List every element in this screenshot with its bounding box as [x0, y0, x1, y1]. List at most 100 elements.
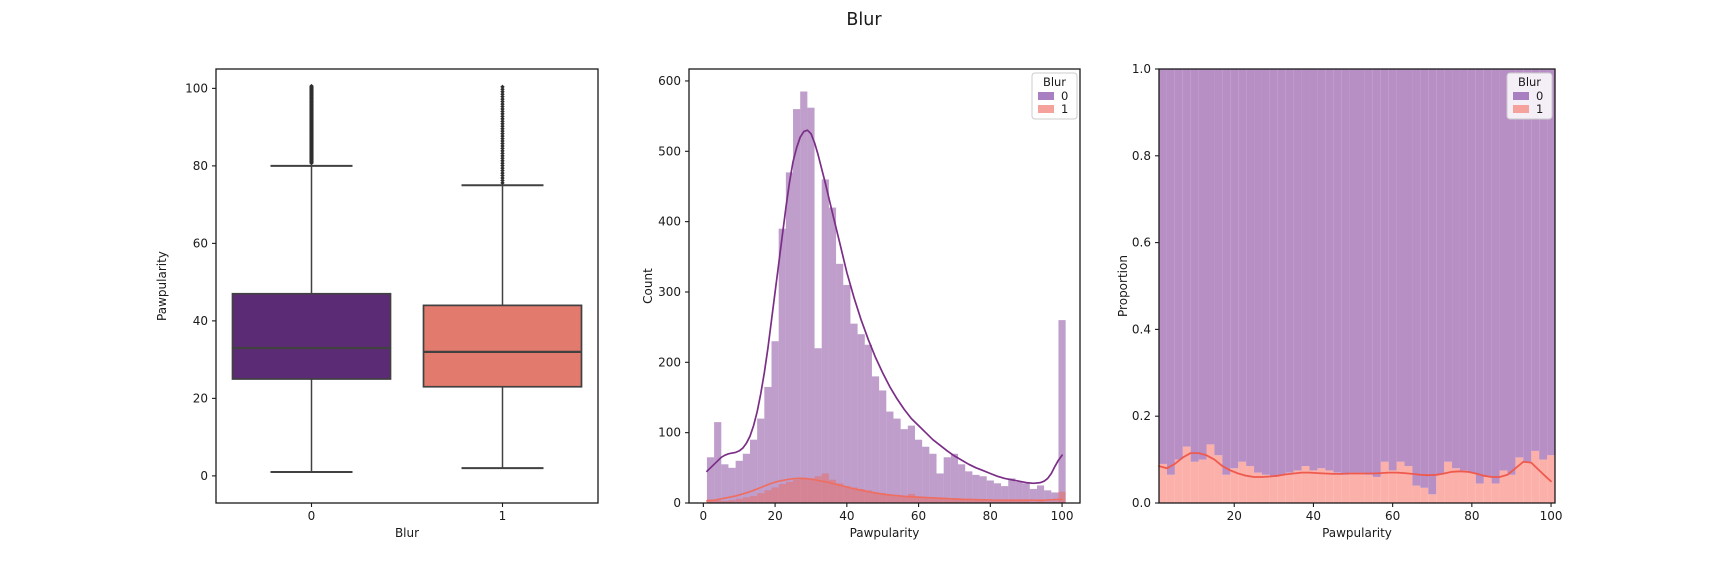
prop-bar-blur0 — [1214, 69, 1223, 456]
prop-bar-blur0 — [1159, 69, 1167, 464]
prop-bar-blur1 — [1396, 461, 1405, 503]
x-tick-label: 1 — [499, 509, 507, 523]
outlier-point — [500, 101, 505, 107]
legend-swatch-0 — [1038, 92, 1054, 100]
hist-bar — [1001, 486, 1009, 503]
prop-bar-blur0 — [1459, 69, 1468, 471]
x-tick-label: 80 — [1464, 509, 1479, 523]
x-axis-label: Blur — [395, 526, 419, 540]
hist-bar — [979, 499, 987, 503]
prop-bar-blur1 — [1246, 466, 1255, 503]
prop-bar-blur1 — [1483, 476, 1492, 503]
x-tick-label: 40 — [1306, 509, 1321, 523]
hist-bar — [958, 499, 966, 503]
x-tick-label: 60 — [1385, 509, 1400, 523]
y-axis-label: Count — [641, 268, 655, 304]
hist-bar — [1015, 481, 1023, 503]
outlier-point — [500, 116, 505, 122]
outlier-point — [500, 143, 505, 149]
prop-bar-blur0 — [1325, 69, 1334, 471]
prop-bar-blur1 — [1452, 468, 1460, 503]
hist-bar — [1051, 492, 1059, 503]
hist-bar — [714, 500, 722, 503]
box-group-1 — [422, 84, 583, 470]
histogram-kde-spines — [688, 68, 1081, 504]
hist-bar — [950, 498, 959, 503]
boxplot-spines — [215, 68, 599, 504]
hist-bar — [706, 457, 715, 503]
prop-bar-blur1 — [1357, 472, 1365, 503]
hist-bar — [814, 348, 822, 503]
x-tick-label: 40 — [839, 509, 854, 523]
hist-bar — [749, 439, 758, 503]
y-tick-label: 0.0 — [1132, 496, 1151, 510]
y-tick-label: 0 — [673, 496, 681, 510]
outlier-point — [500, 158, 505, 163]
outlier-point — [500, 141, 505, 146]
prop-bar-blur0 — [1293, 69, 1302, 471]
hist-bar — [943, 498, 951, 503]
prop-bar-blur1 — [1523, 461, 1532, 503]
outlier-point — [500, 173, 505, 178]
y-tick-label: 0.8 — [1132, 149, 1151, 163]
prop-bar-blur0 — [1547, 69, 1555, 456]
y-tick-label: 0.4 — [1132, 322, 1151, 336]
legend-entry-label: 0 — [1536, 89, 1543, 103]
prop-bar-blur0 — [1539, 69, 1548, 460]
x-tick-label: 0 — [700, 509, 708, 523]
prop-bar-blur1 — [1404, 466, 1413, 503]
y-tick-label: 100 — [658, 426, 681, 440]
hist-bar — [757, 493, 765, 503]
hist-bar — [886, 494, 894, 503]
hist-bar — [807, 107, 815, 503]
hist-bar — [922, 497, 930, 503]
prop-bar-blur1 — [1459, 470, 1468, 503]
prop-bar-blur1 — [1539, 459, 1548, 503]
hist-bar — [907, 493, 915, 503]
prop-bar-blur1 — [1444, 461, 1453, 503]
prop-bar-blur1 — [1198, 459, 1207, 503]
kde-line-blur0 — [706, 129, 1063, 485]
prop-bar-blur0 — [1317, 69, 1326, 469]
hist-bar — [993, 500, 1002, 503]
hist-bar — [864, 344, 872, 503]
prop-bar-blur0 — [1412, 69, 1421, 486]
outlier-point — [500, 121, 505, 126]
prop-bar-blur0 — [1301, 69, 1310, 467]
prop-bar-blur0 — [1491, 69, 1500, 484]
hist-bar — [1029, 488, 1037, 503]
outlier-point — [500, 138, 505, 144]
outlier-point — [500, 89, 505, 94]
y-tick-label: 40 — [193, 314, 208, 328]
prop-bar-blur0 — [1428, 69, 1437, 495]
hist-bar — [821, 473, 829, 503]
hist-bar — [1051, 501, 1059, 503]
hist-bar — [836, 263, 844, 503]
hist-bar — [735, 498, 743, 503]
prop-bar-blur0 — [1246, 69, 1255, 467]
hist-bar — [749, 495, 758, 503]
x-tick-label: 100 — [1051, 509, 1074, 523]
outlier-point — [500, 106, 505, 112]
prop-bar-blur1 — [1285, 472, 1294, 503]
prop-bar-blur1 — [1254, 472, 1262, 503]
y-tick-label: 80 — [193, 159, 208, 173]
prop-bar-blur0 — [1483, 69, 1492, 477]
x-tick-label: 20 — [1227, 509, 1242, 523]
legend-entry-label: 1 — [1061, 102, 1068, 116]
outlier-point — [500, 131, 505, 136]
proportion-spines — [1158, 68, 1556, 504]
proportion-chart: 0.0 0.2 0.4 0.6 0.8 1.0 20 40 60 80 100 Pawpularity… — [1116, 62, 1562, 540]
hist-bar — [1008, 500, 1016, 503]
prop-bar-blur0 — [1269, 69, 1278, 477]
prop-bar-blur1 — [1420, 487, 1429, 503]
hist-bar — [1058, 491, 1066, 503]
hist-bar — [1036, 500, 1045, 503]
hist-bar — [914, 496, 923, 503]
box-iqr — [231, 292, 392, 380]
y-tick-label: 1.0 — [1132, 62, 1151, 76]
histogram-chart: 0 100 200 300 400 500 600 0 20 40 60 80 100 Pawpulari… — [641, 68, 1081, 540]
hist-bar — [1015, 500, 1023, 503]
